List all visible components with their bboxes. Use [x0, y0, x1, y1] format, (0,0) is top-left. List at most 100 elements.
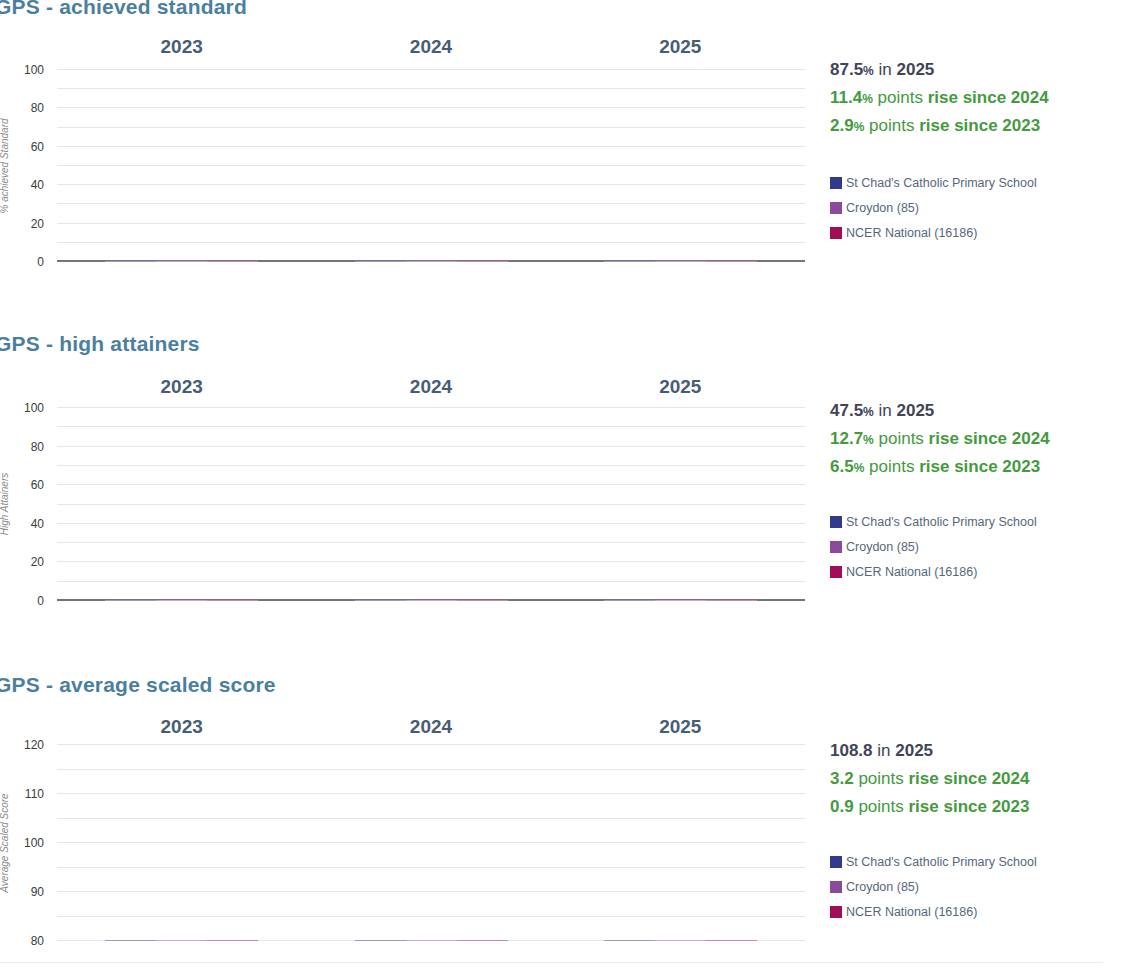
chart-section-high-attainers: GPS - high attainers 202320242025 High A… — [0, 332, 1148, 672]
legend-item: St Chad's Catholic Primary School — [830, 515, 1148, 529]
headline-connector: in — [879, 60, 892, 79]
chart-title: GPS - achieved standard — [0, 0, 247, 19]
year-header: 2023 — [57, 36, 306, 58]
gridline — [57, 523, 805, 524]
y-axis: 020406080100 — [0, 70, 50, 262]
change-unit: % — [854, 461, 865, 475]
y-axis-tick-label: 100 — [24, 836, 44, 850]
year-header: 2025 — [556, 716, 805, 738]
year-header: 2024 — [306, 716, 555, 738]
chart-summary: 47.5% in 2025 12.7% points rise since 20… — [830, 401, 1148, 485]
y-axis-tick-label: 0 — [37, 594, 44, 608]
legend-label: NCER National (16186) — [846, 905, 977, 919]
headline-value: 108.8 — [830, 741, 873, 760]
bar-group: 34.835.932 — [355, 600, 508, 601]
bar-group: 108.8106.2105.4 — [604, 940, 757, 941]
legend-label: Croydon (85) — [846, 880, 919, 894]
bar: 74.2 — [156, 261, 207, 262]
bar: 84.6 — [105, 261, 156, 262]
gridline — [57, 793, 805, 794]
year-header: 2025 — [556, 376, 805, 398]
gridline — [57, 146, 805, 147]
bar: 75.1 — [655, 261, 706, 262]
legend-swatch-icon — [830, 881, 842, 893]
legend-label: St Chad's Catholic Primary School — [846, 855, 1037, 869]
gridline — [57, 504, 805, 505]
y-axis: 020406080100 — [0, 408, 50, 601]
bar-value-label: 108.8 — [605, 944, 654, 958]
headline-unit: % — [863, 405, 874, 419]
y-axis: 8090100110120 — [0, 745, 50, 941]
bar-value-label: 75.1 — [656, 265, 705, 279]
gridline — [57, 465, 805, 466]
y-axis-tick-label: 80 — [31, 934, 44, 948]
legend-item: NCER National (16186) — [830, 226, 1148, 240]
headline-year: 2025 — [896, 401, 934, 420]
bar-group: 84.674.272.3 — [105, 261, 258, 262]
change-label: points — [878, 88, 923, 107]
bar-value-label: 106.2 — [656, 944, 705, 958]
bar-value-label: 72.2 — [458, 265, 507, 279]
card-bottom-border — [0, 962, 1103, 963]
change-label: points — [869, 116, 914, 135]
chart-summary: 108.8 in 2025 3.2 points rise since 2024… — [830, 741, 1148, 825]
legend-label: NCER National (16186) — [846, 226, 977, 240]
gridline — [57, 184, 805, 185]
gridline — [57, 744, 805, 745]
bar-group: 47.533.529.6 — [604, 600, 757, 601]
bar-value-label: 87.5 — [605, 265, 654, 279]
bar: 105.6 — [355, 940, 406, 941]
legend-swatch-icon — [830, 856, 842, 868]
change-unit: % — [862, 92, 873, 106]
summary-change-line: 12.7% points rise since 2024 — [830, 429, 1148, 449]
change-label: points — [858, 797, 903, 816]
y-axis-tick-label: 60 — [31, 478, 44, 492]
chart-summary: 87.5% in 2025 11.4% points rise since 20… — [830, 60, 1148, 144]
summary-change-line: 2.9% points rise since 2023 — [830, 116, 1148, 136]
bar: 29.6 — [706, 600, 757, 601]
gridline — [57, 891, 805, 892]
headline-value: 47.5 — [830, 401, 863, 420]
bar-group: 87.575.172.6 — [604, 261, 757, 262]
gridline — [57, 69, 805, 70]
gridline — [57, 542, 805, 543]
chart-section-achieved-standard: GPS - achieved standard 202320242025 % a… — [0, 0, 1148, 332]
change-value: 3.2 — [830, 769, 854, 788]
legend-item: NCER National (16186) — [830, 565, 1148, 579]
bar-chart-plot: 84.674.272.376.174.772.287.575.172.6 — [57, 70, 805, 262]
gridline — [57, 769, 805, 770]
gridline — [57, 916, 805, 917]
bar: 72.2 — [457, 261, 508, 262]
bar: 72.3 — [207, 261, 258, 262]
bar: 106.2 — [655, 940, 706, 941]
y-axis-tick-label: 20 — [31, 555, 44, 569]
change-emphasis: rise since 2023 — [919, 457, 1040, 476]
bar-value-label: 35.9 — [407, 604, 456, 618]
legend-swatch-icon — [830, 906, 842, 918]
gridline — [57, 223, 805, 224]
bar: 33.3 — [156, 600, 207, 601]
bar-value-label: 72.3 — [208, 265, 257, 279]
bar: 108.8 — [604, 940, 655, 941]
y-axis-tick-label: 60 — [31, 140, 44, 154]
legend-label: Croydon (85) — [846, 201, 919, 215]
bar-value-label: 33.5 — [656, 604, 705, 618]
change-value: 12.7 — [830, 429, 863, 448]
bar-group: 107.9105.6104.9 — [105, 940, 258, 941]
change-emphasis: rise since 2024 — [929, 429, 1050, 448]
legend-swatch-icon — [830, 516, 842, 528]
chart-legend: St Chad's Catholic Primary School Croydon… — [830, 176, 1148, 251]
chart-section-average-scaled-score: GPS - average scaled score 202320242025 … — [0, 672, 1148, 969]
year-headers-row: 202320242025 — [57, 376, 805, 398]
y-axis-tick-label: 40 — [31, 517, 44, 531]
legend-item: St Chad's Catholic Primary School — [830, 176, 1148, 190]
y-axis-tick-label: 80 — [31, 101, 44, 115]
bar-value-label: 33.3 — [157, 604, 206, 618]
legend-swatch-icon — [830, 541, 842, 553]
gridline — [57, 842, 805, 843]
gridline — [57, 165, 805, 166]
gridline — [57, 484, 805, 485]
change-emphasis: rise since 2024 — [908, 769, 1029, 788]
bar: 105.3 — [457, 940, 508, 941]
gridline — [57, 107, 805, 108]
